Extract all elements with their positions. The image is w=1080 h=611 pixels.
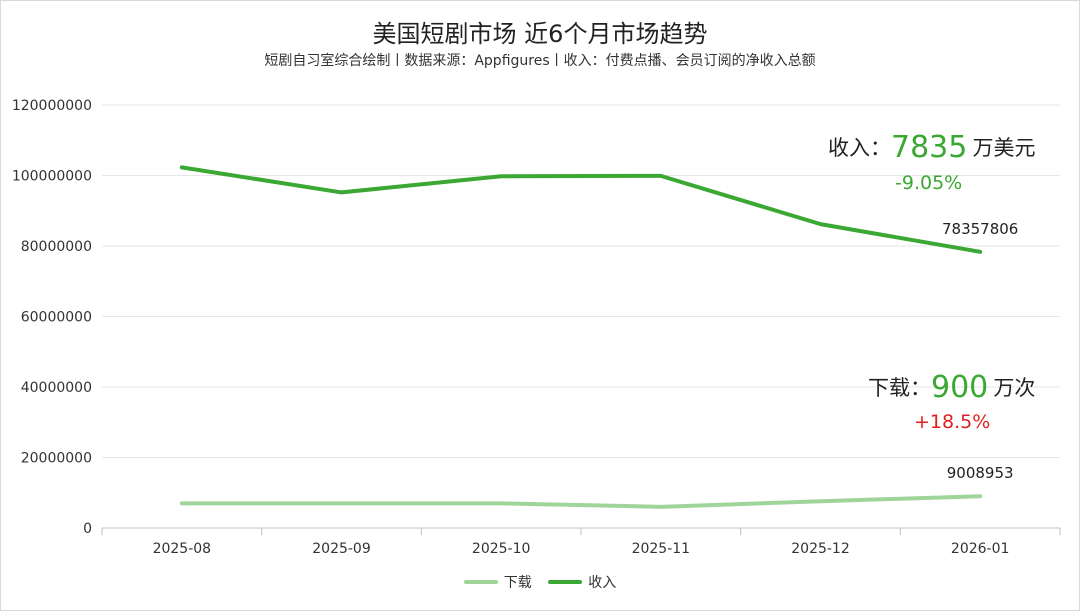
legend-swatch-revenue bbox=[548, 580, 583, 584]
x-tick-label: 2025-12 bbox=[791, 541, 850, 557]
legend-swatch-downloads bbox=[463, 580, 498, 584]
end-value-label-revenue: 78357806 bbox=[942, 220, 1018, 238]
legend-item-downloads: 下载 bbox=[463, 572, 532, 592]
end-value-label-downloads: 9008953 bbox=[947, 464, 1014, 482]
series-line-downloads bbox=[179, 494, 983, 509]
downloads-change: +18.5% bbox=[914, 411, 991, 433]
revenue-callout-unit: 万美元 bbox=[972, 136, 1036, 160]
downloads-callout-label: 下载： bbox=[868, 376, 931, 400]
x-tick-label: 2026-01 bbox=[951, 541, 1010, 557]
x-tick-label: 2025-08 bbox=[153, 541, 212, 557]
legend-label-downloads: 下载 bbox=[503, 575, 532, 591]
y-tick-label: 20000000 bbox=[21, 451, 92, 467]
x-tick-label: 2025-10 bbox=[472, 541, 531, 557]
revenue-change: -9.05% bbox=[895, 172, 963, 194]
y-tick-label: 120000000 bbox=[12, 98, 92, 114]
revenue-callout-label: 收入： bbox=[828, 136, 891, 160]
downloads-callout-unit: 万次 bbox=[993, 376, 1036, 400]
chart-subtitle: 短剧自习室综合绘制丨数据来源：Appfigures丨收入：付费点播、会员订阅的净… bbox=[264, 53, 816, 69]
downloads-callout: 下载：900 万次 bbox=[868, 370, 1035, 405]
downloads-callout-value: 900 bbox=[931, 370, 989, 405]
chart-legend: 下载 收入 bbox=[0, 572, 1080, 592]
y-tick-label: 0 bbox=[83, 521, 92, 537]
y-tick-label: 60000000 bbox=[21, 310, 92, 326]
legend-item-revenue: 收入 bbox=[548, 572, 616, 592]
x-tick-label: 2025-09 bbox=[312, 541, 371, 557]
legend-label-revenue: 收入 bbox=[588, 575, 617, 591]
revenue-callout: 收入：7835 万美元 bbox=[828, 130, 1035, 165]
series-line-revenue bbox=[179, 165, 983, 254]
revenue-callout-value: 7835 bbox=[891, 130, 968, 165]
x-tick-label: 2025-11 bbox=[632, 541, 691, 557]
y-tick-label: 100000000 bbox=[12, 169, 92, 185]
y-tick-label: 80000000 bbox=[21, 239, 92, 255]
y-tick-label: 40000000 bbox=[21, 380, 92, 396]
chart-title: 美国短剧市场 近6个月市场趋势 bbox=[372, 20, 708, 48]
